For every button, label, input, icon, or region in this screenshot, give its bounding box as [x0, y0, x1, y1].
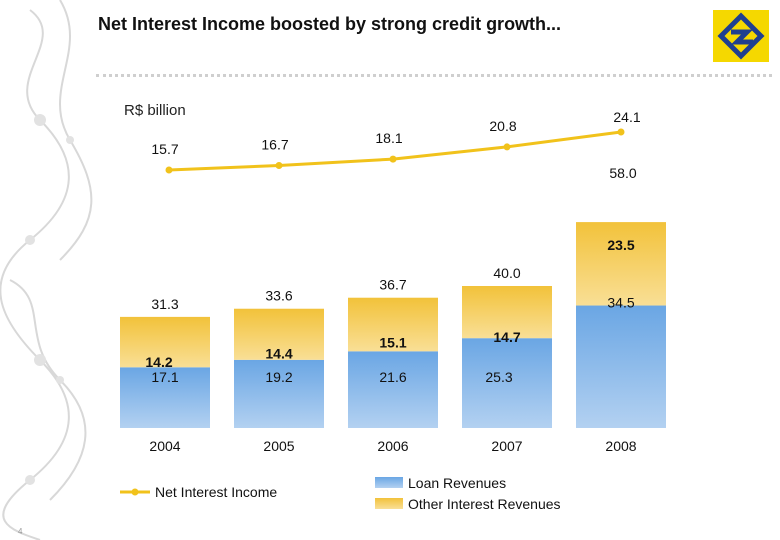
bar-other-2004 — [120, 316, 210, 368]
legend-net-interest-income: Net Interest Income — [155, 484, 277, 500]
label-other-2006: 15.1 — [379, 335, 406, 351]
line-point-2005 — [275, 161, 283, 169]
brand-logo — [713, 10, 769, 62]
label-total-2008: 58.0 — [609, 165, 636, 181]
bar-other-2006 — [348, 297, 438, 352]
bar-loan-2006 — [348, 351, 438, 428]
bar-loan-2005 — [234, 359, 324, 428]
legend-loan-revenues: Loan Revenues — [408, 475, 506, 491]
legend-line-marker — [131, 488, 139, 496]
logo-icon — [717, 12, 765, 60]
line-label-2004: 15.7 — [151, 141, 178, 157]
line-point-2004 — [165, 166, 173, 174]
label-other-2004: 14.2 — [145, 354, 172, 370]
label-other-2007: 14.7 — [493, 329, 520, 345]
line-point-2007 — [503, 143, 511, 151]
x-tick-2008: 2008 — [605, 438, 636, 454]
label-total-2007: 40.0 — [493, 265, 520, 281]
unit-label: R$ billion — [124, 102, 186, 119]
legend-other-interest-revenues: Other Interest Revenues — [408, 496, 561, 512]
line-label-2006: 18.1 — [375, 130, 402, 146]
bar-other-2008 — [576, 222, 666, 306]
x-tick-2007: 2007 — [491, 438, 522, 454]
title-divider — [96, 74, 772, 77]
label-loan-2004: 17.1 — [151, 369, 178, 385]
bar-loan-2008 — [576, 305, 666, 428]
label-other-2008: 23.5 — [607, 237, 634, 253]
page-number: 4 — [18, 527, 23, 536]
line-label-2005: 16.7 — [261, 136, 288, 152]
x-tick-2004: 2004 — [149, 438, 180, 454]
line-label-2008: 24.1 — [613, 109, 640, 125]
label-total-2006: 36.7 — [379, 277, 406, 293]
line-point-2006 — [389, 155, 397, 163]
bar-loan-2007 — [462, 338, 552, 428]
label-other-2005: 14.4 — [265, 346, 292, 362]
label-loan-2007: 25.3 — [485, 369, 512, 385]
x-tick-2005: 2005 — [263, 438, 294, 454]
legend-other-swatch — [375, 498, 403, 509]
label-loan-2006: 21.6 — [379, 369, 406, 385]
legend-loan-swatch — [375, 477, 403, 488]
label-loan-2008: 34.5 — [607, 295, 634, 311]
page-title: Net Interest Income boosted by strong cr… — [98, 14, 562, 34]
bar-other-2007 — [462, 286, 552, 339]
line-point-2008 — [617, 128, 625, 136]
label-total-2005: 33.6 — [265, 288, 292, 304]
x-tick-2006: 2006 — [377, 438, 408, 454]
label-total-2004: 31.3 — [151, 296, 178, 312]
line-label-2007: 20.8 — [489, 118, 516, 134]
bar-other-2005 — [234, 308, 324, 360]
bar-loan-2004 — [120, 367, 210, 428]
decorative-ornament — [0, 0, 93, 540]
label-loan-2005: 19.2 — [265, 369, 292, 385]
